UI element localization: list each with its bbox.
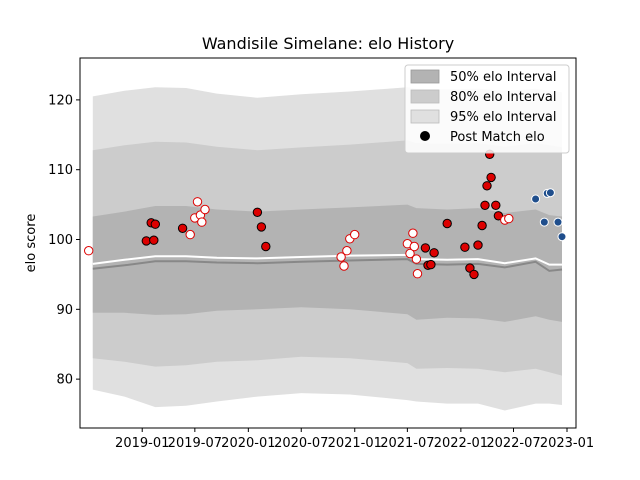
plot-frame [79,57,577,429]
data-point [460,242,470,252]
data-point [480,200,490,211]
band-50 [92,204,563,322]
data-point [200,204,210,215]
y-tick-label: 110 [48,163,73,178]
data-point [539,217,549,227]
data-point [350,229,360,240]
legend: 50% elo Interval 80% elo Interval 95% elo … [404,64,570,154]
data-point [409,241,419,252]
data-point [408,228,418,238]
data-point [84,246,94,256]
data-point [504,213,514,224]
data-point [491,200,501,211]
legend-swatch [410,89,440,104]
data-point [469,269,479,280]
data-point [252,207,263,218]
x-tick-label: 2021-01 [328,436,382,451]
y-tick-label: 100 [48,233,73,248]
x-tick-label: 2022-07 [486,436,540,451]
data-point [486,172,496,183]
data-point [339,261,349,271]
x-tick-label: 2022-01 [434,436,488,451]
x-tick-label: 2019-07 [168,436,222,451]
x-tick-label: 2020-07 [274,436,328,451]
legend-box [404,64,570,154]
data-point [192,197,203,207]
y-tick-label: 120 [48,93,73,108]
legend-label: 50% elo Interval [450,70,557,85]
mean-line [92,253,562,266]
data-point [557,232,567,242]
x-tick-label: 2021-07 [380,436,434,451]
y-axis: 80 90 100 110 120 [48,93,80,388]
chart-title: Wandisile Simelane: elo History [202,34,454,53]
data-point [342,246,352,256]
data-point [405,248,415,259]
data-point [477,220,487,231]
y-tick-label: 90 [56,303,73,318]
legend-swatch [410,109,440,124]
data-point [261,241,271,252]
legend-marker [420,131,430,141]
data-point [411,254,422,264]
data-point [336,252,346,262]
data-point [426,259,436,270]
x-tick-label: 2020-01 [221,436,275,451]
data-point [545,188,555,198]
data-point [493,211,504,221]
legend-label: Post Match elo [450,130,545,145]
x-tick-label: 2023-01 [540,436,594,451]
y-axis-label: elo score [24,214,39,273]
data-point [531,194,541,204]
legend-label: 95% elo Interval [450,110,557,125]
x-tick-label: 2019-01 [115,436,169,451]
data-point [473,240,483,250]
data-point [553,217,563,227]
data-point [185,229,195,240]
data-point [420,243,431,253]
data-point [429,248,439,258]
data-point [197,217,207,227]
data-point [256,222,267,232]
data-point [149,235,159,245]
plot-area [84,87,567,411]
legend-swatch [410,69,440,84]
data-point [482,181,492,191]
legend-label: 80% elo Interval [450,90,557,105]
data-point [412,269,423,279]
data-point [442,218,452,229]
data-point [177,223,188,234]
median-line [92,258,563,272]
y-tick-label: 80 [56,373,73,388]
data-point [150,219,161,229]
